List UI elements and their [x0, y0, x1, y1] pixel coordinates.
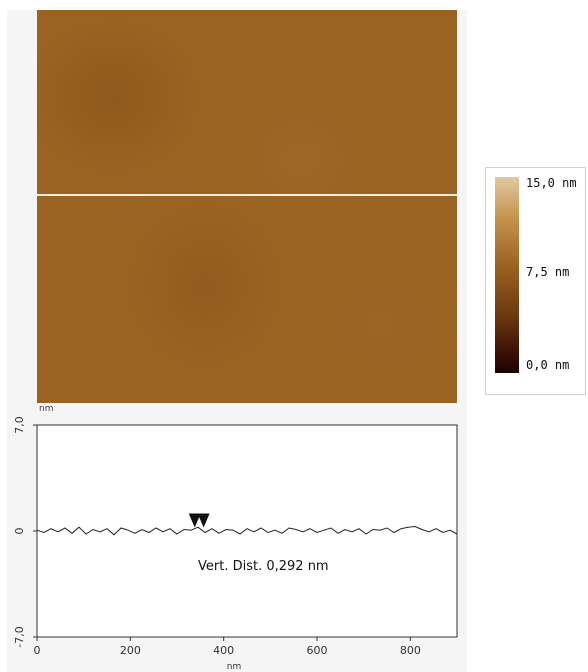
profile-series-line [36, 525, 458, 536]
image-unit-label: nm [39, 404, 54, 414]
colorbar-mid-label: 7,5 nm [526, 265, 570, 279]
vert-dist-annotation: Vert. Dist. 0,292 nm [198, 559, 329, 574]
cursor-markers [188, 513, 210, 528]
colorbar-min-label: 0,0 nm [526, 358, 570, 372]
colorbar-legend: 15,0 nm 7,5 nm 0,0 nm [485, 167, 586, 395]
x-axis-label: nm [227, 662, 241, 672]
colorbar-max-label: 15,0 nm [526, 176, 577, 190]
x-tick-label: 800 [400, 644, 421, 657]
x-tick-label: 600 [307, 644, 328, 657]
profile-scan-line[interactable] [37, 194, 457, 196]
axis-ticks: 0 200 400 600 800 7,0 0 -7,0 [13, 416, 421, 657]
x-tick-label: 200 [120, 644, 141, 657]
afm-height-image [37, 10, 457, 403]
plot-frame [36, 424, 458, 638]
colorbar-gradient [495, 177, 519, 373]
y-tick-label: -7,0 [13, 626, 26, 647]
x-tick-label: 0 [34, 644, 41, 657]
cursor-marker[interactable] [188, 513, 201, 528]
cursor-marker[interactable] [197, 513, 210, 528]
y-tick-label: 0 [13, 528, 26, 535]
y-tick-label: 7,0 [13, 416, 26, 434]
x-tick-label: 400 [213, 644, 234, 657]
